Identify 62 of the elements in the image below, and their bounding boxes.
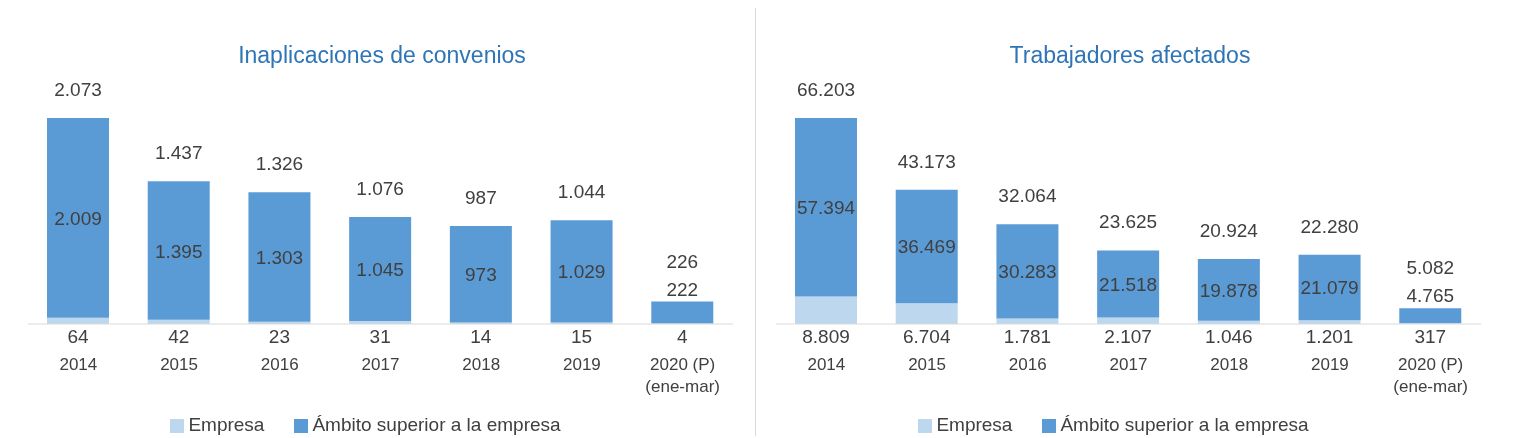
total-label: 32.064 — [998, 185, 1057, 207]
total-label: 1.326 — [255, 153, 304, 175]
data-label: 30.283 — [998, 261, 1057, 283]
legend-label: Empresa — [936, 414, 1013, 435]
x-tick-label: 2018 — [462, 355, 501, 374]
data-label: 1.395 — [154, 240, 203, 262]
x-tick-label: 2014 — [807, 355, 846, 374]
x-tick-label: 2018 — [1210, 355, 1249, 374]
x-tick-label: 2015 — [160, 355, 198, 374]
data-label: 64 — [67, 326, 89, 347]
total-label: 23.625 — [1099, 211, 1158, 233]
total-label: 5.082 — [1406, 257, 1455, 279]
legend-label: Empresa — [188, 414, 265, 435]
data-label: 973 — [465, 264, 497, 286]
data-label: 23 — [268, 326, 290, 347]
x-tick-label: 2020 (P) (ene-mar) — [1393, 355, 1468, 396]
data-label: 19.878 — [1199, 279, 1258, 301]
data-label: 15 — [571, 326, 593, 347]
total-label: 22.280 — [1300, 215, 1359, 237]
total-label: 66.203 — [796, 79, 856, 100]
x-tick-label: 2017 — [361, 355, 400, 374]
legend-label: Ámbito superior a la empresa — [312, 414, 561, 435]
data-label: 4.765 — [1406, 285, 1455, 307]
data-label: 31 — [369, 326, 391, 347]
data-label: 14 — [470, 326, 492, 347]
data-label: 36.469 — [897, 236, 956, 258]
x-tick-label: 2017 — [1109, 355, 1148, 374]
total-label: 1.076 — [356, 178, 404, 200]
data-label: 1.201 — [1305, 326, 1354, 347]
data-label: 8.809 — [802, 326, 850, 347]
total-label: 1.437 — [154, 142, 203, 164]
x-tick-label: 2019 — [563, 355, 601, 374]
data-label: 222 — [666, 278, 699, 300]
legend-label: Ámbito superior a la empresa — [1060, 414, 1309, 435]
total-label: 43.173 — [897, 150, 956, 172]
x-tick-label: 2016 — [1008, 355, 1047, 374]
chart-title: Inaplicaciones de convenios — [237, 42, 527, 69]
data-label: 2.107 — [1104, 326, 1152, 347]
total-label: 987 — [465, 186, 497, 208]
x-tick-label: 2014 — [59, 355, 98, 374]
x-tick-label: 2016 — [260, 355, 299, 374]
data-label: 2.009 — [54, 207, 102, 229]
data-label: 317 — [1414, 326, 1447, 347]
chart-title: Trabajadores afectados — [1008, 42, 1252, 69]
data-label: 1.303 — [255, 246, 304, 268]
total-label: 1.044 — [557, 181, 606, 203]
x-tick-label: 2015 — [908, 355, 946, 374]
data-label: 57.394 — [796, 197, 856, 219]
data-label: 21.079 — [1300, 277, 1359, 299]
x-tick-label: 2020 (P) (ene-mar) — [645, 355, 720, 396]
total-label: 226 — [666, 250, 699, 272]
data-label: 1.045 — [356, 259, 404, 280]
data-label: 21.518 — [1099, 273, 1158, 295]
total-label: 2.073 — [54, 79, 102, 100]
total-label: 20.924 — [1199, 219, 1259, 241]
data-label: 1.781 — [1003, 326, 1052, 347]
data-label: 42 — [168, 326, 190, 347]
data-label: 4 — [677, 326, 688, 347]
data-label: 1.046 — [1205, 326, 1253, 347]
data-label: 1.029 — [557, 261, 606, 283]
x-tick-label: 2019 — [1311, 355, 1349, 374]
data-label: 6.704 — [902, 326, 951, 347]
